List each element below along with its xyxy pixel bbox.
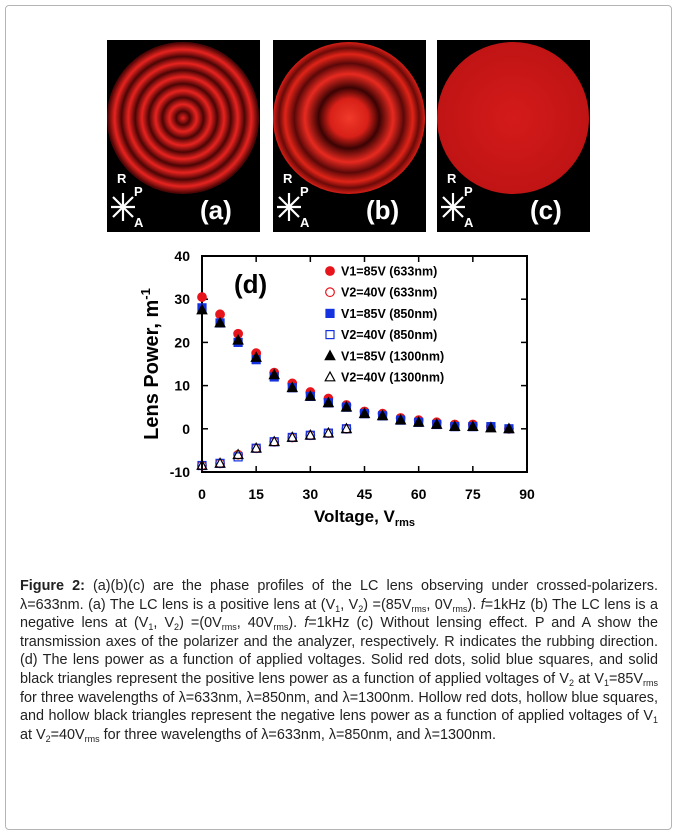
caption-text: ). [467, 597, 480, 613]
caption-sub: 1 [653, 715, 658, 725]
legend-marker [326, 331, 334, 339]
caption-text: for three wavelengths of λ=633nm, λ=850n… [100, 727, 496, 743]
caption-text: ) =(0V [179, 615, 222, 631]
legend-label: V2=40V (1300nm) [341, 371, 444, 385]
panel-c: R P A (c) [437, 40, 590, 232]
caption-text: at V [574, 671, 604, 687]
caption-text: , V [340, 597, 358, 613]
y-tick-label: 40 [174, 248, 190, 264]
caption-label: Figure 2: [20, 578, 85, 594]
y-tick-label: 20 [174, 334, 190, 350]
caption-text: =40V [51, 727, 85, 743]
y-tick-label: 30 [174, 291, 190, 307]
axis-p: P [464, 184, 473, 199]
axis-a: A [300, 215, 310, 230]
panel-a: R P A (a) [107, 40, 260, 232]
caption: Figure 2: (a)(b)(c) are the phase profil… [20, 577, 658, 744]
x-tick-label: 75 [465, 486, 481, 502]
point [198, 293, 207, 302]
caption-sub: rms [452, 604, 467, 614]
x-tick-label: 30 [303, 486, 319, 502]
y-axis-label-text: Lens Power, m [141, 300, 163, 440]
y-axis-label: Lens Power, m-1 [138, 288, 163, 440]
axis-p: P [300, 184, 309, 199]
x-tick-label: 60 [411, 486, 427, 502]
axis-r: R [117, 171, 127, 186]
legend-label: V1=85V (633nm) [341, 265, 437, 279]
figure: R P A (a) R P A (b) R P A (c) 0 15 30 45 60 7… [0, 0, 677, 570]
annotation: (d) [234, 269, 267, 299]
legend-label: V1=85V (850nm) [341, 307, 437, 321]
legend-label: V1=85V (1300nm) [341, 349, 444, 363]
legend-marker [325, 351, 335, 360]
legend-label: V2=40V (850nm) [341, 328, 437, 342]
caption-sub: rms [273, 622, 288, 632]
caption-sub: rms [411, 604, 426, 614]
caption-text: for three wavelengths of λ=633nm, λ=850n… [20, 690, 658, 725]
x-tick-label: 45 [357, 486, 373, 502]
axis-a: A [134, 215, 144, 230]
panel-b: R P A (b) [273, 40, 426, 232]
x-tick-label: 15 [248, 486, 264, 502]
caption-sub: rms [85, 734, 100, 744]
caption-text: ) =(85V [363, 597, 411, 613]
legend-marker [326, 288, 335, 297]
caption-text: , 40V [237, 615, 274, 631]
legend-marker [325, 372, 335, 381]
x-axis-label: Voltage, Vrms [314, 507, 415, 529]
caption-sub: rms [643, 678, 658, 688]
axis-r: R [447, 171, 457, 186]
page: R P A (a) R P A (b) R P A (c) 0 15 30 45 60 7… [0, 0, 677, 835]
x-axis-label-text: Voltage, V [314, 507, 396, 526]
panel-label: (b) [366, 195, 399, 225]
caption-text: =85V [609, 671, 643, 687]
chart: 0 15 30 45 60 75 90 -10 0 10 20 30 40 Voltage, Vrms Le… [138, 248, 535, 529]
x-tick-label: 0 [198, 486, 206, 502]
panel-label: (c) [530, 195, 562, 225]
y-tick-label: -10 [170, 464, 190, 480]
panel-label: (a) [200, 195, 232, 225]
y-tick-label: 0 [182, 421, 190, 437]
legend-marker [326, 309, 334, 317]
caption-text: at V [20, 727, 46, 743]
caption-text: , V [153, 615, 174, 631]
y-axis-label-sup: -1 [138, 288, 153, 300]
caption-text: , 0V [426, 597, 452, 613]
x-tick-label: 90 [519, 486, 535, 502]
caption-text: ). [288, 615, 304, 631]
legend-marker [326, 267, 335, 276]
y-tick-label: 10 [174, 378, 190, 394]
legend-label: V2=40V (633nm) [341, 286, 437, 300]
axis-a: A [464, 215, 474, 230]
axis-p: P [134, 184, 143, 199]
axis-r: R [283, 171, 293, 186]
caption-sub: rms [222, 622, 237, 632]
x-axis-label-sub: rms [395, 517, 415, 529]
